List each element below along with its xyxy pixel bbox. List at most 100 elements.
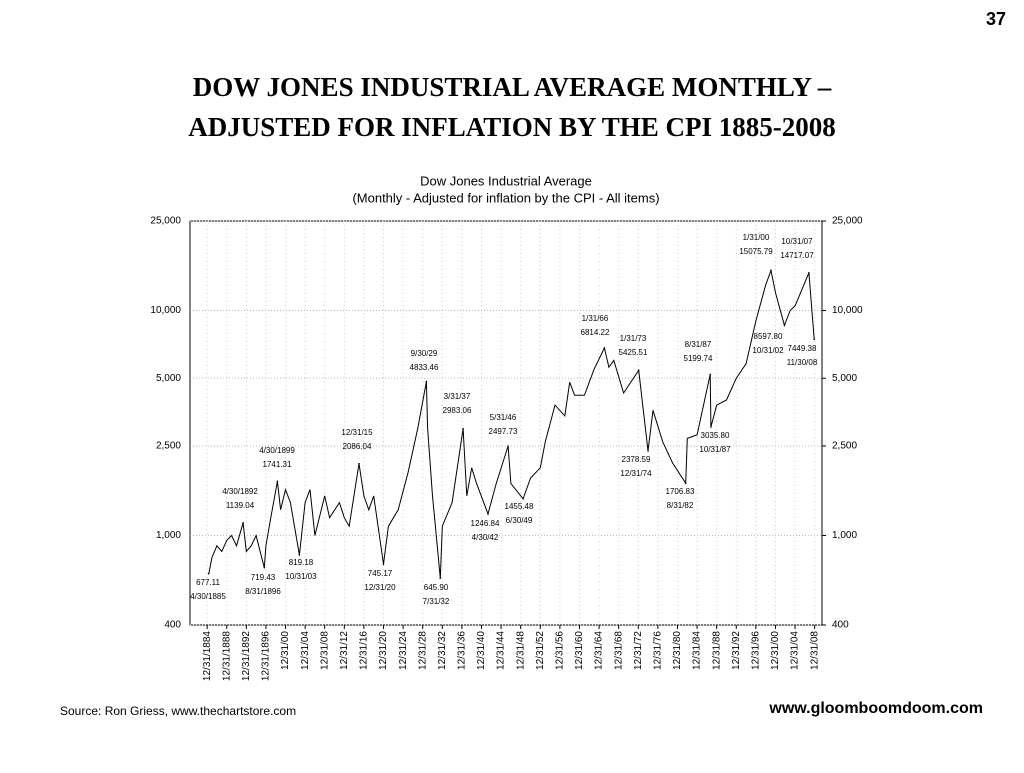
y2-tick-label: 1,000 bbox=[832, 530, 857, 541]
x-tick-label: 12/31/32 bbox=[437, 631, 448, 670]
annotation-value: 15075.79 bbox=[739, 247, 773, 256]
y-tick-label: 25,000 bbox=[150, 216, 181, 227]
annotation-point bbox=[522, 498, 524, 500]
x-tick-label: 12/31/68 bbox=[613, 631, 624, 670]
x-tick-label: 12/31/12 bbox=[339, 631, 350, 670]
annotation-value: 2497.73 bbox=[489, 427, 518, 436]
annotation-point bbox=[637, 369, 640, 372]
annotation-date: 10/31/07 bbox=[781, 237, 813, 246]
x-tick-label: 12/31/48 bbox=[515, 631, 526, 670]
annotation-value: 4833.46 bbox=[410, 363, 439, 372]
x-tick-label: 12/31/76 bbox=[653, 631, 664, 670]
annotation-date: 1/31/73 bbox=[620, 334, 647, 343]
heading-line: DOW JONES INDUSTRIAL AVERAGE MONTHLY – bbox=[193, 72, 832, 102]
annotation-value: 2983.06 bbox=[443, 406, 472, 415]
annotation-point bbox=[439, 577, 442, 579]
annotation-point bbox=[783, 324, 786, 327]
x-tick-label: 12/31/96 bbox=[751, 631, 762, 670]
annotation-value: 8597.80 bbox=[754, 332, 783, 341]
y-tick-label: 400 bbox=[164, 620, 181, 631]
heading-line: ADJUSTED FOR INFLATION BY THE CPI 1885-2… bbox=[188, 112, 836, 142]
annotation-point bbox=[276, 480, 279, 483]
annotation-point bbox=[603, 347, 606, 349]
y2-tick-label: 2,500 bbox=[832, 441, 857, 452]
x-tick-label: 12/31/40 bbox=[476, 631, 487, 670]
x-tick-label: 12/31/56 bbox=[555, 631, 566, 670]
annotation-value: 819.18 bbox=[289, 558, 314, 567]
x-tick-label: 12/31/88 bbox=[711, 631, 722, 670]
x-tick-label: 12/31/08 bbox=[319, 631, 330, 670]
annotation-value: 645.90 bbox=[424, 583, 449, 592]
annotation-date: 11/30/08 bbox=[787, 358, 818, 367]
annotation-point bbox=[382, 563, 385, 566]
x-tick-label: 12/31/72 bbox=[633, 631, 644, 670]
x-tick-label: 12/31/84 bbox=[692, 631, 703, 670]
annotation-date: 5/31/46 bbox=[490, 413, 517, 422]
annotation-point bbox=[507, 445, 509, 447]
annotation-point bbox=[770, 269, 772, 272]
annotation-point bbox=[813, 338, 815, 341]
annotation-date: 12/31/15 bbox=[341, 428, 373, 437]
x-tick-label: 12/31/44 bbox=[496, 631, 507, 670]
annotation-point bbox=[710, 426, 712, 428]
annotation-point bbox=[487, 513, 489, 515]
annotation-point bbox=[207, 572, 210, 575]
annotation-date: 1/31/00 bbox=[743, 233, 770, 242]
annotation-date: 9/30/29 bbox=[411, 349, 438, 358]
annotation-point bbox=[425, 380, 428, 383]
annotation-value: 2378.59 bbox=[622, 455, 651, 464]
x-tick-label: 12/31/20 bbox=[378, 631, 389, 670]
x-tick-label: 12/31/52 bbox=[535, 631, 546, 670]
annotation-value: 1139.04 bbox=[226, 501, 255, 510]
annotation-value: 677.11 bbox=[196, 578, 220, 587]
annotation-date: 8/31/1896 bbox=[245, 587, 281, 596]
annotation-value: 6814.22 bbox=[581, 328, 610, 337]
website: www.gloomboomdoom.com bbox=[768, 700, 983, 717]
chart-title: Dow Jones Industrial Average bbox=[420, 173, 592, 188]
annotation-date: 4/30/1885 bbox=[190, 592, 226, 601]
y2-tick-label: 25,000 bbox=[832, 216, 863, 227]
annotation-point bbox=[684, 482, 687, 485]
annotation-date: 4/30/42 bbox=[472, 533, 499, 542]
x-tick-label: 12/31/1884 bbox=[202, 631, 213, 681]
annotation-point bbox=[709, 373, 711, 376]
y2-tick-label: 10,000 bbox=[832, 305, 863, 316]
x-tick-label: 12/31/08 bbox=[809, 631, 820, 670]
annotation-date: 7/31/32 bbox=[423, 597, 450, 606]
annotation-date: 10/31/02 bbox=[752, 346, 784, 355]
x-tick-label: 12/31/36 bbox=[457, 631, 468, 670]
plot-frame bbox=[189, 220, 823, 626]
x-tick-label: 12/31/28 bbox=[417, 631, 428, 670]
annotation-date: 10/31/03 bbox=[285, 572, 317, 581]
annotation-date: 8/31/87 bbox=[685, 340, 712, 349]
annotation-point bbox=[263, 566, 266, 569]
annotation-date: 4/30/1892 bbox=[222, 487, 258, 496]
y2-tick-label: 400 bbox=[832, 620, 849, 631]
y2-tick-label: 5,000 bbox=[832, 373, 857, 384]
annotation-date: 1/31/66 bbox=[582, 314, 609, 323]
page-number: 37 bbox=[986, 9, 1006, 29]
annotation-value: 7449.38 bbox=[788, 344, 817, 353]
annotation-value: 5199.74 bbox=[684, 354, 713, 363]
annotation-value: 745.17 bbox=[368, 569, 393, 578]
annotation-value: 1455.48 bbox=[505, 502, 534, 511]
annotation-value: 14717.07 bbox=[780, 251, 814, 260]
y-tick-label: 1,000 bbox=[156, 530, 181, 541]
annotation-date: 4/30/1899 bbox=[259, 446, 295, 455]
x-tick-label: 12/31/1896 bbox=[261, 631, 272, 681]
annotation-date: 12/31/20 bbox=[364, 583, 396, 592]
x-tick-label: 12/31/80 bbox=[672, 631, 683, 670]
annotation-value: 1741.31 bbox=[263, 460, 292, 469]
x-tick-label: 12/31/24 bbox=[398, 631, 409, 670]
x-tick-label: 12/31/1892 bbox=[241, 631, 252, 681]
x-tick-label: 12/31/64 bbox=[594, 631, 605, 670]
annotation-point bbox=[358, 462, 360, 465]
annotation-date: 12/31/74 bbox=[620, 469, 652, 478]
x-tick-label: 12/31/16 bbox=[359, 631, 370, 670]
annotation-value: 1706.83 bbox=[666, 487, 695, 496]
chart-subtitle: (Monthly - Adjusted for inflation by the… bbox=[352, 190, 659, 205]
annotation-point bbox=[462, 427, 464, 430]
x-tick-label: 12/31/00 bbox=[280, 631, 291, 670]
annotation-date: 3/31/37 bbox=[444, 392, 471, 401]
